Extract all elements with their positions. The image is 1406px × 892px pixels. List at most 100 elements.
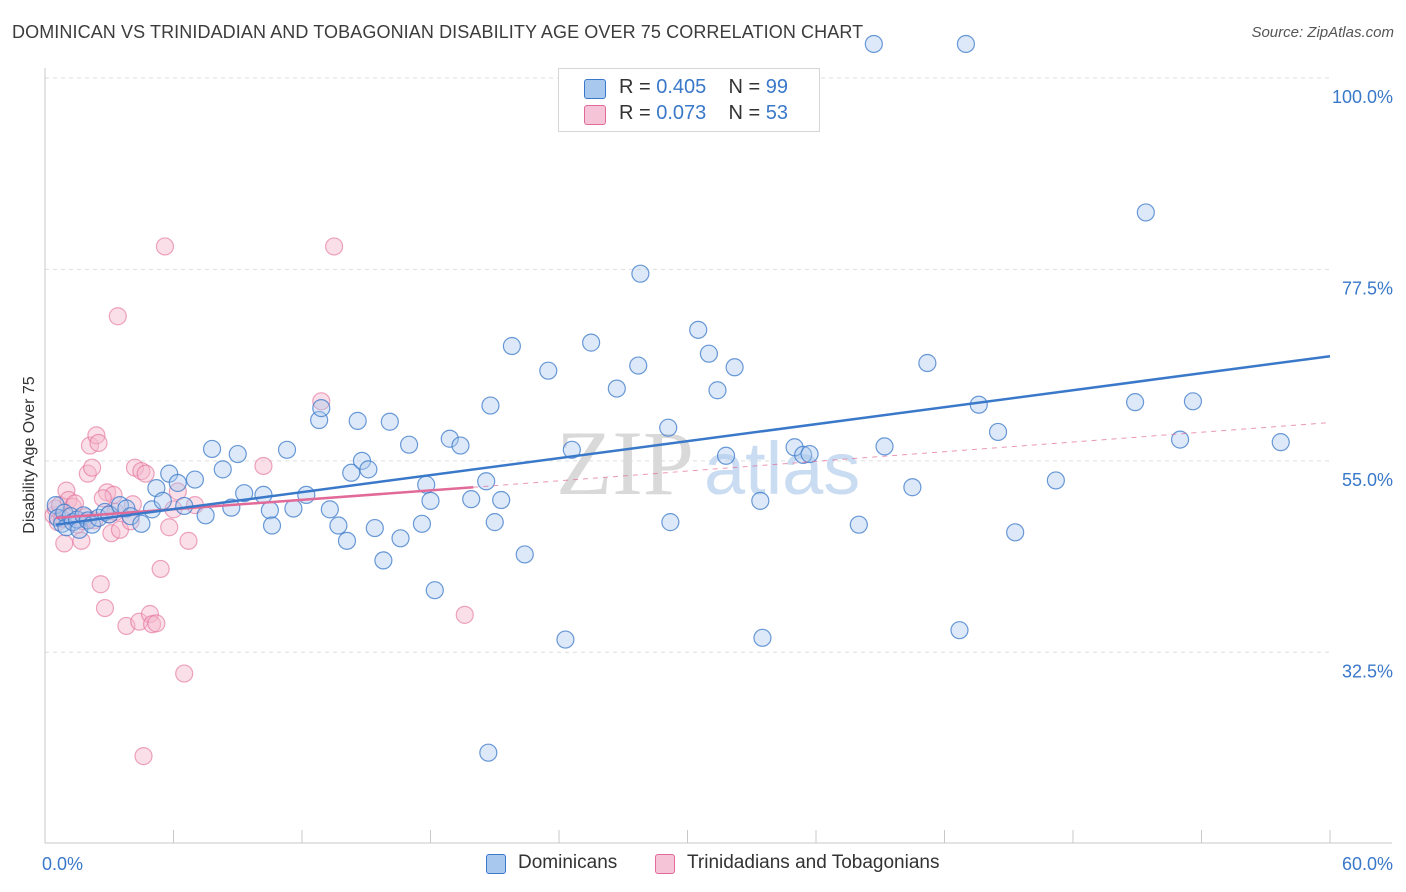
dominican-point	[562, 440, 581, 459]
dominican-point	[235, 484, 254, 503]
legend-r-label: R =	[619, 102, 651, 124]
dominican-point	[753, 628, 772, 647]
dominican-trend-line	[55, 354, 1331, 526]
dominican-point	[359, 460, 378, 479]
trinidadian-point	[93, 489, 112, 508]
legend-n-label: N =	[728, 76, 761, 98]
trinidadian-point	[136, 464, 155, 483]
dominican-point	[918, 353, 937, 373]
trend-lines	[55, 354, 1331, 526]
dominican-point	[374, 551, 393, 570]
dominican-point	[284, 499, 303, 518]
dominican-point	[320, 500, 339, 519]
dominican-point	[659, 418, 678, 437]
dominican-points	[46, 34, 1290, 762]
dominican-point	[1170, 430, 1190, 449]
trinidadian-point	[455, 605, 474, 624]
dominican-point	[477, 472, 496, 491]
dominican-point	[132, 514, 151, 533]
trinidadian-point	[83, 458, 102, 477]
trinidadian-trend-line	[55, 485, 474, 520]
dominican-point	[485, 513, 504, 532]
dominican-point	[689, 320, 708, 339]
legend-n-label: N =	[728, 102, 761, 124]
y-tick-label: 32.5%	[1342, 661, 1393, 681]
trinidadian-point	[179, 531, 198, 550]
dominican-point	[492, 490, 511, 510]
dominican-point	[607, 379, 626, 398]
dominican-point	[440, 429, 459, 448]
dominican-point	[950, 621, 969, 640]
dominican-point	[661, 513, 680, 532]
bottom-legend-label-trinidadians: Trinidadians and Tobagonians	[687, 852, 940, 873]
dominican-point	[399, 435, 419, 454]
x-tick-label: 60.0%	[1342, 854, 1393, 874]
y-tick-label: 77.5%	[1342, 278, 1393, 298]
trinidadian-point	[175, 664, 194, 683]
dominican-point	[1183, 392, 1203, 411]
watermark: ZIP atlas	[556, 412, 860, 514]
trinidadian-point	[72, 531, 91, 550]
dominican-point	[260, 501, 279, 520]
legend-r-value: 0.405	[656, 76, 707, 98]
dominican-point	[629, 356, 648, 375]
trinidadian-point	[89, 433, 108, 453]
dominican-point	[556, 630, 575, 649]
dominican-point	[348, 411, 367, 430]
dominican-point	[1126, 393, 1145, 412]
axes	[44, 68, 1392, 844]
trinidadian-point	[55, 534, 74, 553]
y-axis-label: Disability Age Over 75	[21, 376, 38, 534]
dominican-point	[222, 498, 241, 517]
dominican-point	[725, 358, 744, 377]
trinidadian-point	[91, 575, 110, 594]
dominican-point	[425, 581, 444, 600]
trinidadian-point	[147, 614, 166, 633]
legend-n-value: 53	[765, 102, 789, 124]
dominican-point	[969, 395, 988, 414]
watermark-atlas: atlas	[704, 427, 860, 510]
trinidadian-point	[254, 456, 273, 476]
bottom-legend-swatch-blue	[486, 854, 506, 874]
dominican-point	[365, 518, 384, 538]
dominican-point	[849, 515, 868, 534]
trinidadian-point	[134, 746, 153, 766]
dominican-point	[502, 336, 521, 356]
dominican-point	[631, 264, 650, 283]
dominican-point	[1046, 471, 1065, 490]
dominican-point	[213, 460, 232, 479]
legend-swatch-pink	[584, 105, 606, 125]
dominican-point	[708, 381, 727, 400]
y-tick-label: 55.0%	[1342, 470, 1393, 490]
trinidadian-trend-extension	[473, 422, 1331, 488]
dominican-point	[168, 473, 187, 493]
dominican-point	[380, 412, 399, 431]
dominican-point	[582, 333, 601, 352]
dominican-point	[864, 34, 883, 54]
dominican-point	[515, 545, 534, 564]
dominican-point	[988, 422, 1008, 442]
dominican-point	[312, 399, 331, 418]
grid-lines	[45, 77, 1330, 653]
dominican-point	[337, 531, 357, 550]
trinidadian-point	[160, 518, 179, 537]
source-label: Source: ZipAtlas.com	[1251, 24, 1394, 41]
dominican-point	[202, 439, 222, 459]
y-tick-label: 100.0%	[1332, 87, 1393, 107]
dominican-point	[342, 463, 361, 482]
x-tick-label: 0.0%	[42, 854, 83, 874]
trinidadian-point	[95, 598, 115, 618]
legend-r-label: R =	[619, 76, 651, 98]
chart-title: DOMINICAN VS TRINIDADIAN AND TOBAGONIAN …	[12, 22, 864, 42]
dominican-point	[699, 344, 719, 363]
dominican-point	[391, 529, 410, 548]
dominican-point	[262, 516, 282, 535]
correlation-legend: R = 0.405 N = 99 R = 0.073 N = 53	[558, 68, 820, 132]
dominican-point	[254, 485, 273, 504]
dominican-point	[228, 444, 247, 464]
dominican-point	[277, 440, 297, 459]
legend-swatch-blue	[584, 79, 606, 99]
dominican-point	[481, 396, 500, 415]
legend-n-value: 99	[765, 76, 789, 98]
